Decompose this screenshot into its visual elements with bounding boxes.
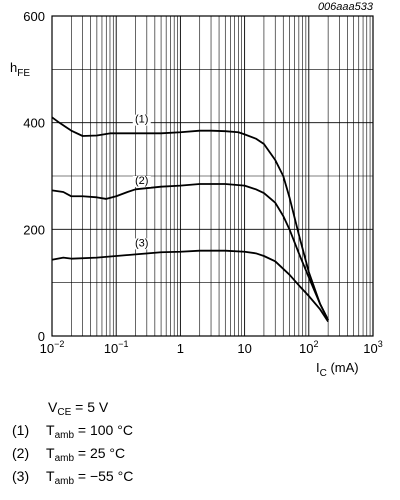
y-tick-label: 0 — [38, 329, 45, 344]
x-axis-title: IC (mA) — [316, 360, 359, 379]
legend-condition: VCE = 5 V — [48, 399, 109, 418]
y-axis-title: hFE — [10, 60, 30, 79]
plot-frame — [51, 15, 374, 337]
x-tick-label: 10−2 — [40, 339, 65, 356]
y-tick-label: 200 — [23, 222, 45, 237]
series-label-background — [132, 114, 151, 126]
legend-item-2: (2) Tamb = 25 °C — [12, 445, 126, 464]
series-line-2 — [51, 183, 329, 321]
series-line-3 — [51, 249, 329, 323]
series-label-background — [132, 176, 151, 187]
series-group: (1) (2) (3) — [51, 114, 329, 323]
series-label-1: (1) — [135, 114, 148, 126]
series-label-3: (3) — [135, 237, 148, 249]
y-tick-label: 600 — [23, 9, 45, 24]
x-tick-labels: 10−2 10−1 1 10 102 103 — [40, 339, 383, 356]
x-tick-label: 102 — [299, 339, 318, 356]
y-tick-label: 400 — [23, 116, 45, 131]
series-label-2: (2) — [135, 175, 148, 187]
x-tick-label: 10 — [237, 341, 251, 356]
legend: VCE = 5 V (1) Tamb = 100 °C (2) Tamb = 25 … — [12, 396, 133, 488]
x-tick-label: 103 — [363, 339, 382, 356]
legend-item-3: (3) Tamb = −55 °C — [12, 468, 134, 487]
x-tick-label: 10−1 — [104, 339, 129, 356]
legend-item-1: (1) Tamb = 100 °C — [12, 422, 133, 441]
grid — [51, 15, 373, 337]
figure-id: 006aaa533 — [318, 1, 374, 13]
series-line-1 — [51, 116, 329, 321]
series-label-background — [132, 238, 151, 250]
x-tick-label: 1 — [177, 341, 184, 356]
y-tick-labels: 0 200 400 600 — [23, 9, 45, 344]
